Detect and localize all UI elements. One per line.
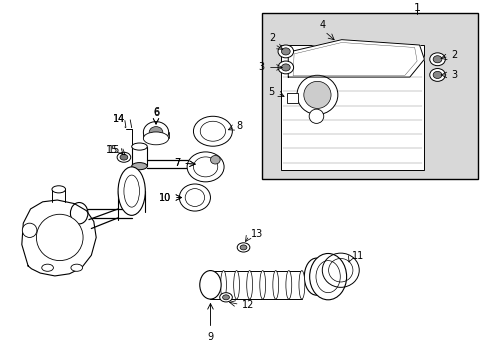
Text: 11: 11 (351, 251, 363, 261)
Ellipse shape (432, 71, 441, 78)
Bar (261, 13, 477, 179)
Text: 8: 8 (236, 121, 243, 131)
Ellipse shape (233, 271, 239, 299)
Ellipse shape (207, 271, 213, 299)
Ellipse shape (185, 189, 204, 206)
Text: 5: 5 (268, 87, 274, 97)
Text: 12: 12 (241, 300, 253, 310)
Ellipse shape (179, 184, 210, 211)
Text: 15: 15 (107, 145, 120, 156)
Ellipse shape (36, 214, 83, 261)
Ellipse shape (303, 81, 330, 108)
Ellipse shape (193, 116, 232, 146)
Text: 3: 3 (258, 62, 264, 72)
Text: 13: 13 (250, 229, 263, 239)
Ellipse shape (70, 203, 88, 224)
Ellipse shape (259, 271, 265, 299)
Ellipse shape (187, 152, 224, 182)
Bar (287, 93, 297, 103)
Ellipse shape (222, 295, 229, 300)
Text: 14: 14 (113, 114, 125, 124)
Ellipse shape (210, 156, 220, 164)
Ellipse shape (118, 167, 145, 215)
Ellipse shape (237, 243, 249, 252)
Ellipse shape (120, 154, 127, 160)
Ellipse shape (296, 75, 337, 114)
Text: 6: 6 (153, 107, 159, 117)
Text: 9: 9 (207, 332, 213, 342)
Ellipse shape (200, 271, 221, 299)
Ellipse shape (308, 109, 323, 123)
Ellipse shape (123, 175, 139, 207)
Ellipse shape (240, 245, 246, 250)
Text: 10: 10 (159, 193, 171, 203)
Text: 14: 14 (113, 114, 125, 124)
Ellipse shape (117, 152, 130, 162)
Text: 2: 2 (451, 50, 457, 60)
Text: 1: 1 (413, 3, 420, 13)
Ellipse shape (315, 261, 340, 293)
Ellipse shape (285, 271, 291, 299)
Ellipse shape (71, 264, 82, 271)
Ellipse shape (281, 48, 289, 55)
Ellipse shape (246, 271, 252, 299)
Ellipse shape (200, 121, 225, 141)
Text: 4: 4 (319, 20, 325, 30)
Text: 7: 7 (174, 158, 180, 168)
Ellipse shape (149, 127, 163, 138)
Ellipse shape (22, 223, 37, 238)
Ellipse shape (52, 186, 65, 193)
Ellipse shape (429, 53, 445, 66)
Ellipse shape (309, 253, 346, 300)
Ellipse shape (272, 271, 278, 299)
Text: 10: 10 (159, 193, 171, 203)
Text: 15: 15 (105, 145, 118, 155)
Text: 2: 2 (269, 33, 275, 43)
Ellipse shape (143, 122, 168, 143)
Ellipse shape (298, 271, 304, 299)
Text: 6: 6 (153, 108, 159, 118)
Ellipse shape (41, 264, 53, 271)
Polygon shape (287, 40, 424, 77)
Ellipse shape (219, 293, 232, 302)
Ellipse shape (304, 258, 328, 295)
Polygon shape (22, 200, 96, 276)
Text: 7: 7 (174, 158, 180, 168)
Ellipse shape (278, 45, 293, 58)
Ellipse shape (281, 64, 289, 71)
Ellipse shape (220, 271, 226, 299)
Ellipse shape (193, 157, 217, 177)
Ellipse shape (131, 143, 147, 150)
Text: 3: 3 (451, 70, 457, 80)
Ellipse shape (278, 61, 293, 74)
Ellipse shape (432, 56, 441, 63)
Ellipse shape (429, 68, 445, 81)
Ellipse shape (131, 163, 147, 170)
Bar (281, 45, 424, 170)
Ellipse shape (143, 132, 168, 145)
